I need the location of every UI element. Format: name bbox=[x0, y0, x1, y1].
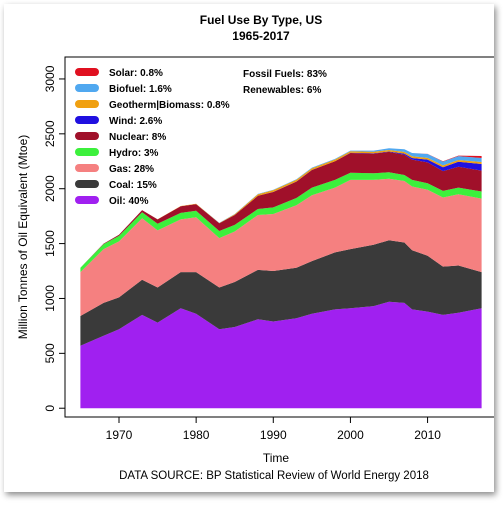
legend-swatch-biofuel bbox=[75, 84, 99, 92]
y-tick-label: 500 bbox=[43, 343, 57, 363]
legend-fossil-summary: Fossil Fuels: 83% bbox=[243, 69, 327, 80]
y-tick-label: 1000 bbox=[43, 285, 57, 312]
chart: Fuel Use By Type, US 1965-2017 1970 1980 1… bbox=[16, 13, 498, 482]
legend-swatch-oil bbox=[75, 196, 99, 204]
x-tick-label: 2000 bbox=[337, 428, 364, 442]
y-tick-label: 1500 bbox=[43, 230, 57, 257]
y-tick-label: 2000 bbox=[43, 175, 57, 202]
legend-label-oil: Oil: 40% bbox=[109, 196, 149, 207]
y-axis: 0 500 1000 1500 2000 2500 3000 bbox=[43, 65, 65, 412]
x-tick-label: 1990 bbox=[260, 428, 287, 442]
figure-frame: Fuel Use By Type, US 1965-2017 1970 1980 1… bbox=[4, 4, 498, 492]
legend-swatch-hydro bbox=[75, 148, 99, 156]
legend-label-nuclear: Nuclear: 8% bbox=[109, 132, 166, 143]
legend: Solar: 0.8% Biofuel: 1.6% Geotherm|Biomass… bbox=[75, 68, 230, 207]
legend-swatch-gas bbox=[75, 164, 99, 172]
legend-label-biofuel: Biofuel: 1.6% bbox=[109, 84, 172, 95]
x-axis: 1970 1980 1990 2000 2010 bbox=[106, 416, 441, 442]
legend-label-gas: Gas: 28% bbox=[109, 164, 154, 175]
x-axis-label: Time bbox=[263, 451, 290, 465]
legend-label-coal: Coal: 15% bbox=[109, 180, 157, 191]
data-source: DATA SOURCE: BP Statistical Review of Wo… bbox=[119, 470, 429, 482]
area-coal bbox=[80, 240, 482, 346]
y-tick-label: 2500 bbox=[43, 120, 57, 147]
legend-swatch-nuclear bbox=[75, 132, 99, 140]
legend-label-geotherm-biomass: Geotherm|Biomass: 0.8% bbox=[109, 100, 230, 111]
x-tick-label: 1980 bbox=[183, 428, 210, 442]
area-oil bbox=[80, 301, 482, 409]
legend-swatch-geotherm-biomass bbox=[75, 100, 99, 108]
y-tick-label: 3000 bbox=[43, 65, 57, 92]
y-tick-label: 0 bbox=[43, 405, 57, 412]
y-axis-label: Million Tonnes of Oil Equivalent (Mtoe) bbox=[16, 135, 30, 340]
area-layers bbox=[80, 148, 482, 409]
chart-subtitle: 1965-2017 bbox=[232, 29, 290, 43]
legend-label-wind: Wind: 2.6% bbox=[109, 116, 162, 127]
legend-renewables-summary: Renewables: 6% bbox=[243, 85, 321, 96]
legend-swatch-solar bbox=[75, 68, 99, 76]
legend-label-hydro: Hydro: 3% bbox=[109, 148, 159, 159]
area-gas bbox=[80, 178, 482, 316]
x-tick-label: 1970 bbox=[106, 428, 133, 442]
legend-swatch-wind bbox=[75, 116, 99, 124]
legend-label-solar: Solar: 0.8% bbox=[109, 68, 163, 79]
legend-swatch-coal bbox=[75, 180, 99, 188]
chart-title: Fuel Use By Type, US bbox=[200, 13, 322, 27]
x-tick-label: 2010 bbox=[414, 428, 441, 442]
